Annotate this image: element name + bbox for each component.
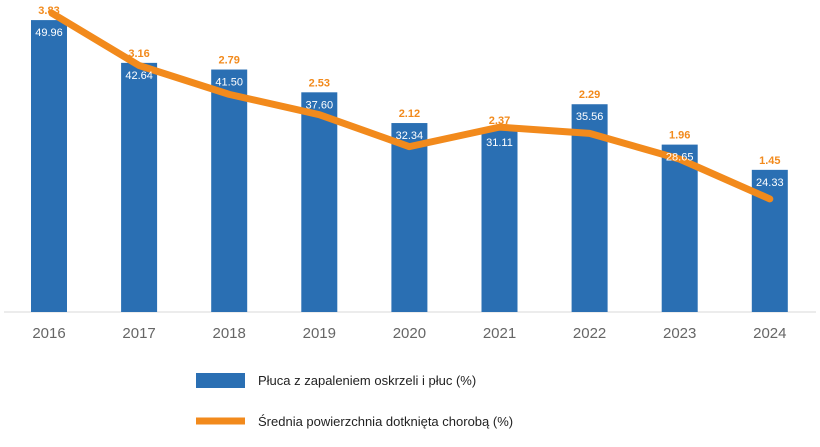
bar-2020 — [391, 123, 428, 313]
x-tick-2019: 2019 — [303, 325, 336, 342]
bar-2023 — [661, 144, 698, 312]
legend-bar-swatch — [196, 373, 245, 388]
line-value-label-2020: 2.12 — [399, 108, 420, 120]
line-value-label-2017: 3.16 — [128, 48, 149, 60]
x-tick-2016: 2016 — [32, 325, 65, 342]
x-tick-2021: 2021 — [483, 325, 516, 342]
x-tick-2017: 2017 — [122, 325, 155, 342]
bar-value-label-2022: 35.56 — [576, 111, 604, 123]
bar-2016 — [31, 20, 67, 312]
bar-value-label-2018: 41.50 — [215, 77, 243, 89]
x-tick-2018: 2018 — [213, 325, 246, 342]
x-tick-2020: 2020 — [393, 325, 426, 342]
line-value-label-2024: 1.45 — [759, 155, 780, 167]
bar-value-label-2016: 49.96 — [35, 27, 63, 39]
line-value-label-2021: 2.37 — [489, 115, 510, 127]
legend-bar-label: Płuca z zapaleniem oskrzeli i płuc (%) — [258, 373, 476, 388]
x-tick-2024: 2024 — [753, 325, 786, 342]
line-value-label-2016: 3.83 — [38, 5, 59, 17]
bar-2019 — [301, 92, 338, 312]
line-value-label-2019: 2.53 — [309, 77, 330, 89]
bar-value-label-2024: 24.33 — [756, 177, 784, 189]
legend-line-label: Średnia powierzchnia dotknięta chorobą (… — [258, 414, 513, 429]
bar-value-label-2020: 32.34 — [396, 130, 424, 142]
line-value-label-2023: 1.96 — [669, 130, 690, 142]
bar-value-label-2017: 42.64 — [125, 70, 153, 82]
bar-value-label-2023: 28.65 — [666, 152, 694, 164]
bar-2021 — [481, 130, 518, 312]
bar-2017 — [121, 62, 158, 312]
x-tick-2023: 2023 — [663, 325, 696, 342]
bar-value-label-2021: 31.11 — [486, 137, 513, 149]
bar-2018 — [211, 69, 248, 312]
bar-value-label-2019: 37.60 — [306, 99, 334, 111]
line-value-label-2018: 2.79 — [218, 55, 239, 67]
x-tick-2022: 2022 — [573, 325, 606, 342]
legend: Płuca z zapaleniem oskrzeli i płuc (%) Ś… — [196, 373, 513, 429]
line-value-label-2022: 2.29 — [579, 89, 600, 101]
